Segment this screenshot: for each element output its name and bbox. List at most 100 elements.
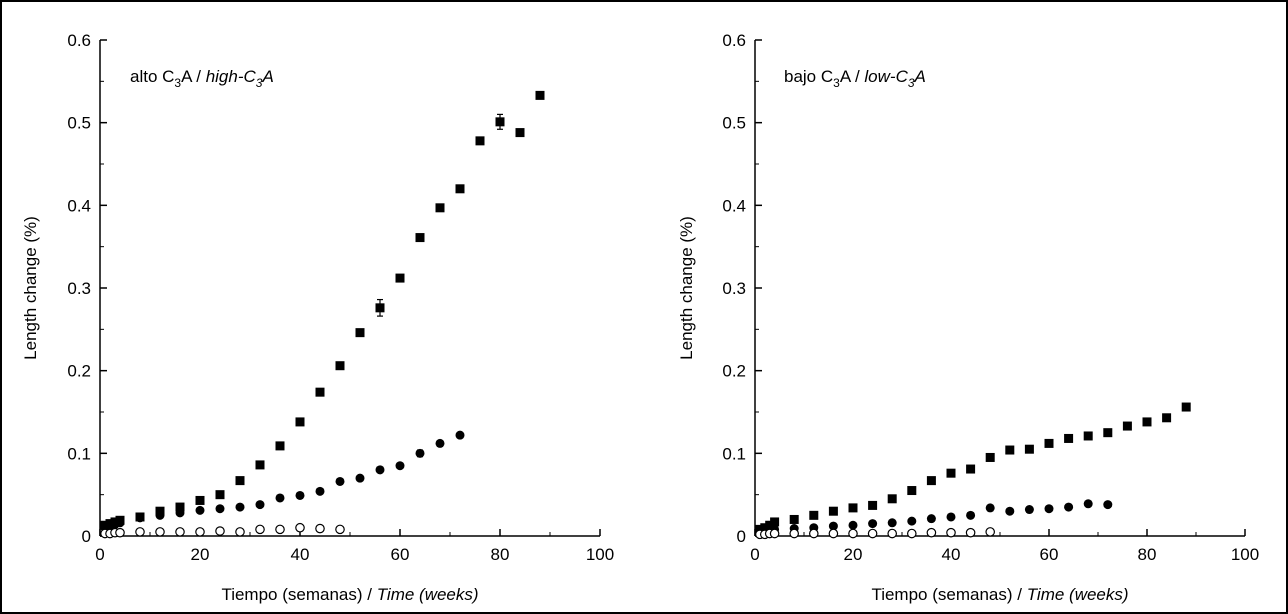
- data-point-square: [1162, 413, 1172, 423]
- x-tick-label: 100: [586, 545, 614, 564]
- data-point-square: [535, 90, 545, 100]
- data-point-open-circle: [195, 527, 205, 537]
- data-point-square: [455, 184, 465, 194]
- data-point-open-circle: [906, 528, 917, 539]
- x-tick-label: 60: [391, 545, 410, 564]
- data-point-square: [1024, 444, 1034, 454]
- data-point-circle: [828, 521, 838, 531]
- data-point-open-circle: [867, 528, 878, 539]
- data-point-square: [355, 328, 365, 338]
- x-tick-label: 40: [942, 545, 961, 564]
- y-tick-label: 0.4: [67, 196, 91, 215]
- data-point-square: [495, 117, 505, 127]
- data-point-square: [926, 476, 936, 486]
- chart-panel-high-c3a: 0 0.1 0.2 0.3 0.4 0.5 0.6 0 20 40 60 80 100 alto C3…: [21, 31, 614, 604]
- data-point-square: [395, 273, 405, 283]
- x-ticks: 0 20 40 60 80 100: [750, 529, 1259, 564]
- data-point-open-circle: [155, 527, 165, 537]
- data-point-open-circle: [215, 526, 225, 536]
- data-point-circle: [355, 473, 365, 483]
- data-point-square: [1181, 402, 1191, 412]
- data-point-circle: [946, 512, 956, 522]
- data-point-circle: [1044, 504, 1054, 514]
- data-point-square: [848, 503, 858, 513]
- y-tick-label: 0.6: [67, 31, 91, 50]
- y-tick-label: 0.2: [67, 362, 91, 381]
- data-point-open-circle: [946, 527, 956, 538]
- y-tick-label: 0.3: [67, 279, 91, 298]
- data-point-open-circle: [175, 527, 185, 537]
- data-point-circle: [966, 510, 976, 520]
- y-axis-label: Length change (%): [21, 216, 40, 360]
- data-point-circle: [255, 500, 265, 510]
- data-point-square: [1083, 431, 1093, 441]
- y-tick-label: 0.5: [722, 114, 746, 133]
- x-tick-label: 20: [844, 545, 863, 564]
- y-tick-label: 0.2: [722, 362, 746, 381]
- data-point-open-circle: [135, 527, 145, 537]
- data-point-circle: [868, 519, 878, 529]
- data-point-square: [907, 486, 917, 496]
- y-tick-label: 0.6: [722, 31, 746, 50]
- data-point-open-circle: [235, 527, 245, 537]
- data-point-square: [255, 460, 265, 470]
- data-point-square: [789, 514, 799, 524]
- data-point-square: [375, 303, 385, 313]
- data-point-square: [1142, 417, 1152, 427]
- data-point-square: [985, 452, 995, 462]
- data-point-circle: [415, 448, 425, 458]
- data-point-circle: [215, 504, 225, 514]
- data-point-open-circle: [808, 528, 819, 539]
- data-point-square: [435, 203, 445, 213]
- data-point-circle: [455, 430, 465, 440]
- data-point-square: [868, 500, 878, 510]
- x-axis-label: Tiempo (semanas) / Time (weeks): [871, 585, 1128, 604]
- x-tick-label: 100: [1231, 545, 1259, 564]
- y-ticks: 0 0.1 0.2 0.3 0.4 0.5 0.6: [67, 31, 107, 546]
- data-point-circle: [985, 503, 995, 513]
- data-point-circle: [1083, 499, 1093, 509]
- y-tick-label: 0.3: [722, 279, 746, 298]
- data-point-square: [809, 510, 819, 520]
- x-tick-label: 40: [291, 545, 310, 564]
- data-point-square: [175, 502, 185, 512]
- data-point-square: [415, 233, 425, 243]
- data-marks: [755, 402, 1191, 540]
- data-point-circle: [155, 510, 165, 520]
- x-tick-label: 0: [750, 545, 759, 564]
- data-point-open-circle: [965, 527, 976, 538]
- data-point-circle: [295, 490, 305, 500]
- y-axis-label: Length change (%): [677, 216, 696, 360]
- data-point-square: [1122, 421, 1132, 431]
- data-point-square: [335, 361, 345, 371]
- data-point-square: [315, 387, 325, 397]
- data-point-square: [765, 520, 775, 530]
- data-point-square: [1044, 438, 1054, 448]
- data-point-circle: [175, 508, 185, 518]
- data-point-circle: [907, 516, 917, 526]
- x-tick-label: 80: [491, 545, 510, 564]
- data-point-square: [475, 136, 485, 146]
- panel-annotation: alto C3A / high-C3A: [130, 67, 274, 90]
- data-point-circle: [1005, 506, 1015, 516]
- x-axis-label: Tiempo (semanas) / Time (weeks): [221, 585, 478, 604]
- data-point-circle: [315, 486, 325, 496]
- data-point-open-circle: [275, 524, 285, 535]
- data-point-open-circle: [255, 524, 265, 535]
- data-point-circle: [926, 514, 936, 524]
- data-point-square: [295, 417, 305, 427]
- data-point-open-circle: [769, 528, 780, 539]
- x-tick-label: 60: [1040, 545, 1059, 564]
- data-point-circle: [435, 438, 445, 448]
- data-point-open-circle: [115, 527, 125, 538]
- data-point-square: [275, 441, 285, 451]
- y-ticks: 0 0.1 0.2 0.3 0.4 0.5 0.6: [722, 31, 762, 546]
- data-point-circle: [235, 502, 245, 512]
- x-tick-label: 80: [1138, 545, 1157, 564]
- data-marks: [100, 90, 545, 539]
- data-point-open-circle: [985, 527, 995, 537]
- data-point-square: [195, 495, 205, 505]
- data-point-circle: [335, 476, 345, 486]
- data-point-square: [828, 506, 838, 516]
